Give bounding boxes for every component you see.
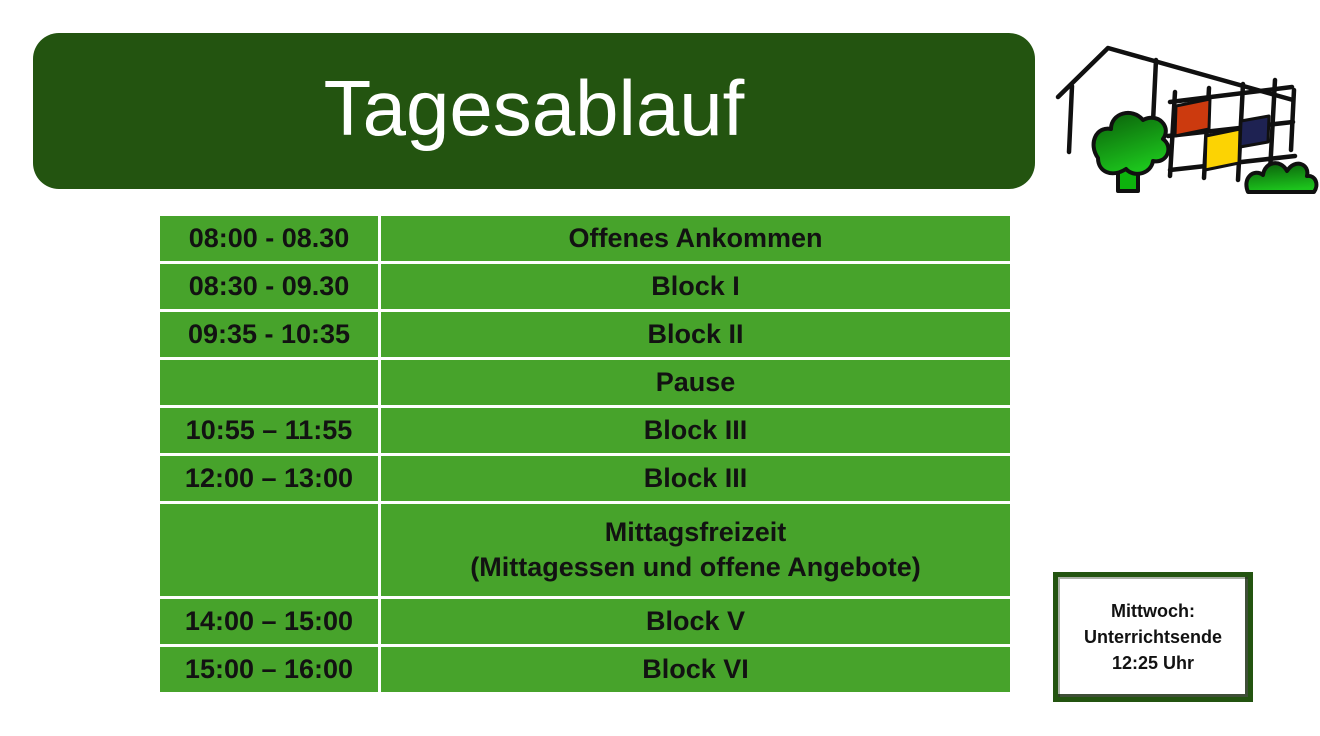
grid-vline-icon (1167, 89, 1178, 179)
activity-label: Offenes Ankommen (568, 222, 823, 253)
title-banner: Tagesablauf (33, 33, 1035, 189)
time-cell: 15:00 – 16:00 (160, 647, 378, 692)
table-row: 14:00 – 15:00 Block V (160, 599, 1010, 644)
note-line-1: Mittwoch: (1111, 600, 1195, 621)
red-window-icon (1173, 97, 1212, 138)
schedule-table-body: 08:00 - 08.30 Offenes Ankommen 08:30 - 0… (160, 216, 1010, 692)
roof-post-icon (1150, 57, 1159, 125)
time-cell: 10:55 – 11:55 (160, 408, 378, 453)
time-cell: 08:00 - 08.30 (160, 216, 378, 261)
grid-vline-icon (1288, 87, 1297, 153)
tree-icon (1091, 110, 1171, 193)
grid-hline-icon (1167, 84, 1295, 105)
activity-label: Block III (643, 414, 748, 445)
table-row: Mittagsfreizeit (Mittagessen und offene … (160, 504, 1010, 596)
time-cell: 14:00 – 15:00 (160, 599, 378, 644)
table-row: 08:00 - 08.30 Offenes Ankommen (160, 216, 1010, 261)
activity-cell: Block I (381, 264, 1010, 309)
time-cell: 08:30 - 09.30 (160, 264, 378, 309)
activity-label: Mittagsfreizeit (604, 516, 787, 547)
activity-cell: Block III (381, 456, 1010, 501)
table-row: 10:55 – 11:55 Block III (160, 408, 1010, 453)
activity-label: Block III (643, 462, 748, 493)
activity-sublabel: (Mittagessen und offene Angebote) (470, 552, 921, 582)
activity-label: Block VI (642, 653, 749, 684)
table-row: Pause (160, 360, 1010, 405)
table-row: 09:35 - 10:35 Block II (160, 312, 1010, 357)
wednesday-note-box: Mittwoch: Unterrichtsende 12:25 Uhr (1053, 572, 1253, 702)
table-row: 12:00 – 13:00 Block III (160, 456, 1010, 501)
activity-cell: Block III (381, 408, 1010, 453)
school-logo (1048, 28, 1320, 196)
activity-label: Block V (645, 605, 746, 636)
activity-label: Block I (651, 270, 740, 301)
roof-line-icon (1055, 45, 1296, 103)
table-row: 08:30 - 09.30 Block I (160, 264, 1010, 309)
navy-window-icon (1238, 114, 1271, 149)
activity-cell: Offenes Ankommen (381, 216, 1010, 261)
activity-cell: Mittagsfreizeit (Mittagessen und offene … (381, 504, 1010, 596)
yellow-window-icon (1203, 127, 1242, 172)
time-cell: 09:35 - 10:35 (160, 312, 378, 357)
time-cell (160, 360, 378, 405)
schedule-table: 08:00 - 08.30 Offenes Ankommen 08:30 - 0… (157, 213, 1013, 695)
activity-cell: Block VI (381, 647, 1010, 692)
activity-label: Block II (647, 318, 744, 349)
grid-vline-icon (1267, 77, 1278, 175)
school-house-icon (1055, 45, 1319, 194)
note-line-3: 12:25 Uhr (1111, 653, 1195, 674)
left-wall-icon (1066, 83, 1075, 155)
activity-label: Pause (655, 366, 736, 397)
activity-cell: Block V (381, 599, 1010, 644)
note-line-2: Unterrichtsende (1083, 626, 1223, 647)
page-title: Tagesablauf (323, 64, 745, 152)
bush-icon (1244, 161, 1319, 194)
activity-cell: Block II (381, 312, 1010, 357)
activity-cell: Pause (381, 360, 1010, 405)
table-row: 15:00 – 16:00 Block VI (160, 647, 1010, 692)
time-cell (160, 504, 378, 596)
time-cell: 12:00 – 13:00 (160, 456, 378, 501)
